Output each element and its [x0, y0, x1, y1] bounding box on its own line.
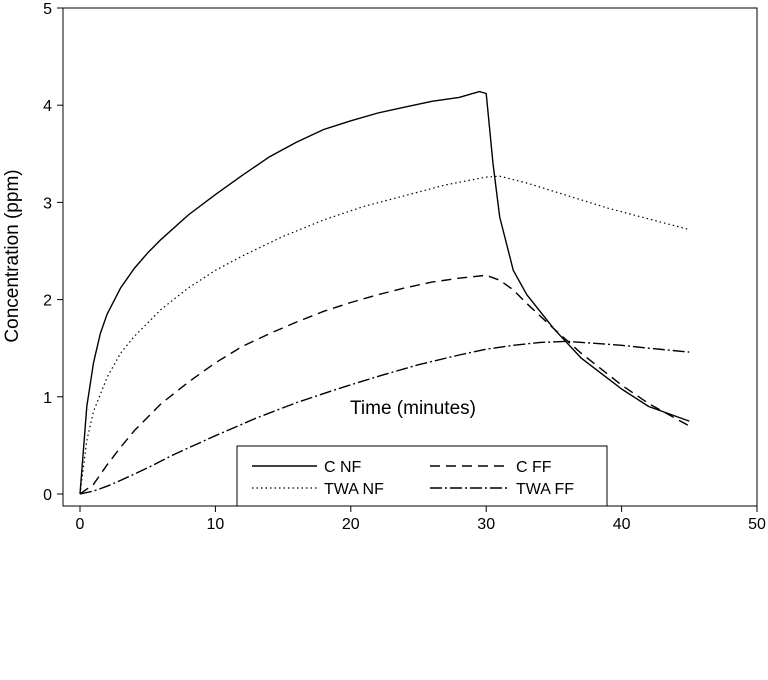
legend: C NF C FF TWA NF TWA FF: [236, 445, 608, 507]
y-tick-label: 0: [43, 487, 52, 504]
x-tick-label: 50: [748, 516, 766, 533]
series-line-c-nf: [79, 90, 690, 495]
x-axis-title: Time (minutes): [350, 398, 476, 419]
x-tick-label: 40: [613, 516, 631, 533]
legend-label-c-nf: C NF: [324, 459, 362, 476]
legend-label-twa-ff: TWA FF: [516, 481, 574, 498]
y-tick-label: 5: [43, 1, 52, 18]
y-tick-label: 4: [43, 98, 52, 115]
y-axis-title: Concentration (ppm): [2, 169, 23, 342]
x-tick-label: 20: [342, 516, 360, 533]
plot-frame: [62, 7, 758, 507]
x-tick-label: 10: [207, 516, 225, 533]
series-lines: [79, 90, 690, 495]
x-tick-label: 30: [477, 516, 495, 533]
series-line-c-ff: [79, 274, 690, 495]
y-tick-label: 3: [43, 195, 52, 212]
x-tick-label: 0: [76, 516, 85, 533]
y-tick-label: 1: [43, 390, 52, 407]
y-tick-label: 2: [43, 293, 52, 310]
series-line-twa-ff: [79, 340, 690, 495]
legend-box: [236, 445, 608, 507]
legend-label-c-ff: C FF: [516, 459, 552, 476]
legend-label-twa-nf: TWA NF: [324, 481, 384, 498]
